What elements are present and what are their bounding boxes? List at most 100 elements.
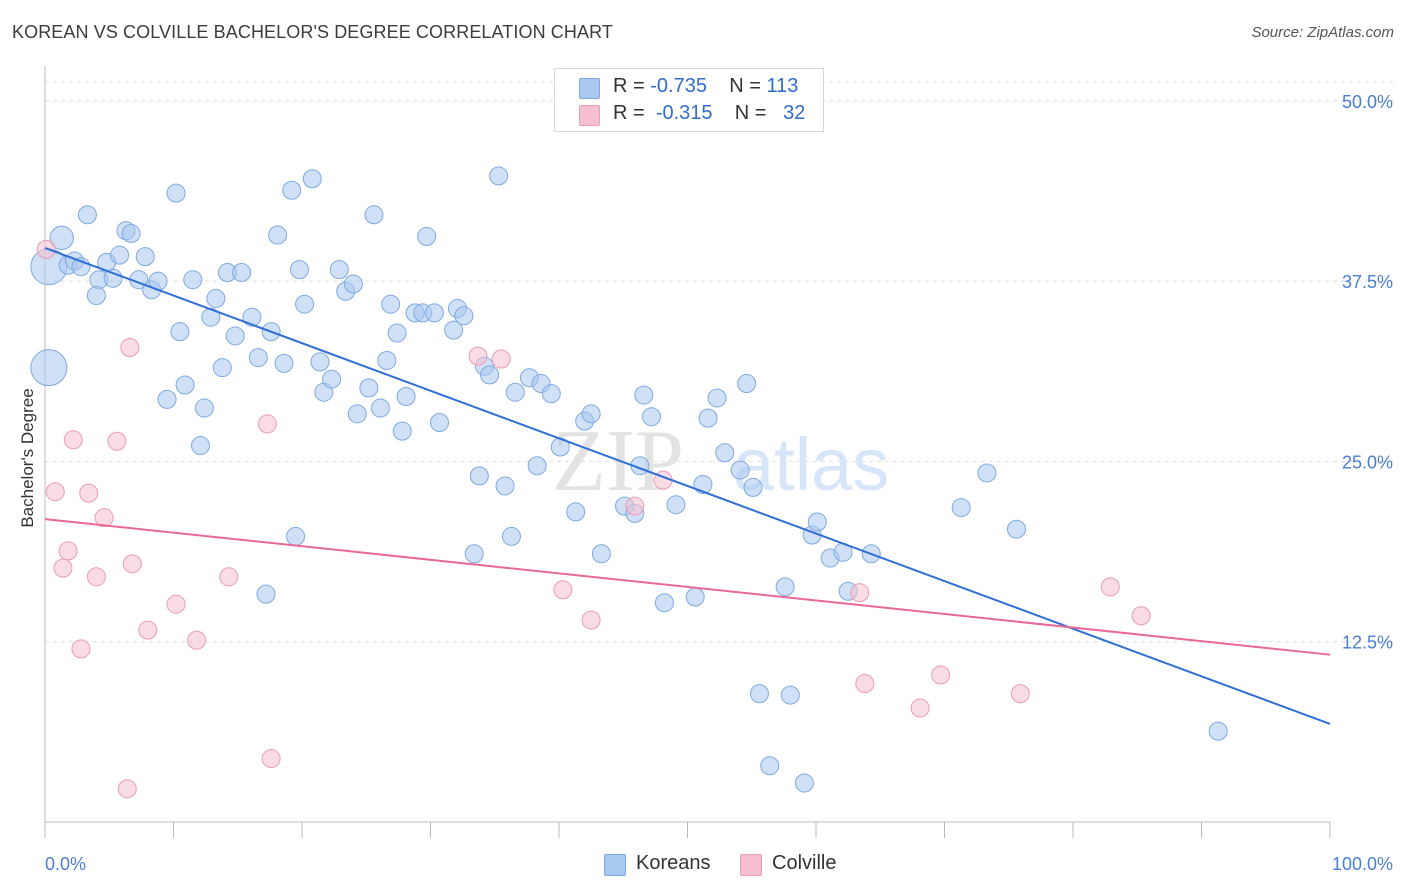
koreans-swatch bbox=[579, 78, 600, 99]
koreans-point bbox=[322, 369, 342, 389]
koreans-point bbox=[212, 358, 232, 378]
legend-n-label: N = bbox=[729, 75, 761, 97]
legend-n-value-colville: 32 bbox=[783, 102, 806, 124]
koreans-point bbox=[194, 398, 214, 418]
gridlines bbox=[45, 81, 1394, 643]
trend-lines bbox=[44, 247, 1331, 725]
koreans-point bbox=[417, 226, 437, 246]
colville-point bbox=[931, 665, 951, 685]
koreans-point bbox=[505, 382, 525, 402]
koreans-point bbox=[103, 268, 123, 288]
colville-point bbox=[86, 567, 106, 587]
koreans-point bbox=[581, 404, 601, 424]
colville-point bbox=[491, 349, 511, 369]
koreans-point bbox=[302, 169, 322, 189]
colville-point bbox=[855, 674, 875, 694]
legend-n-value-koreans: 113 bbox=[766, 75, 799, 97]
koreans-point bbox=[377, 350, 397, 370]
koreans-point bbox=[807, 512, 827, 532]
colville-point bbox=[63, 430, 83, 450]
colville-point bbox=[261, 749, 281, 769]
colville-legend-label: Colville bbox=[772, 852, 837, 874]
colville-point bbox=[94, 508, 114, 528]
watermark-zip: ZIP bbox=[552, 413, 684, 510]
x-tick-label-max: 100.0% bbox=[1332, 854, 1393, 874]
koreans-point bbox=[654, 593, 674, 613]
koreans-point bbox=[387, 323, 407, 343]
koreans-point bbox=[743, 477, 763, 497]
colville-points bbox=[36, 239, 1151, 799]
koreans-point bbox=[370, 398, 390, 418]
koreans-point bbox=[775, 577, 795, 597]
colville-swatch bbox=[579, 105, 600, 126]
colville-point bbox=[1131, 606, 1151, 626]
chart-title: KOREAN VS COLVILLE BACHELOR'S DEGREE COR… bbox=[12, 22, 613, 42]
colville-point bbox=[45, 482, 65, 502]
koreans-point bbox=[329, 260, 349, 280]
source-label: Source: ZipAtlas.com bbox=[1251, 24, 1394, 41]
colville-point bbox=[1100, 577, 1120, 597]
koreans-point bbox=[715, 443, 735, 463]
legend-r-label: R = bbox=[613, 75, 645, 97]
koreans-point bbox=[541, 384, 561, 404]
colville-point bbox=[553, 580, 573, 600]
correlation-legend: R = -0.735 N = 113 R = -0.315 N = 32 bbox=[554, 68, 824, 132]
koreans-point bbox=[501, 526, 521, 546]
koreans-point bbox=[698, 408, 718, 428]
y-tick-label: 37.5% bbox=[1342, 272, 1393, 292]
koreans-point bbox=[359, 378, 379, 398]
koreans-point bbox=[274, 353, 294, 373]
koreans-point bbox=[469, 466, 489, 486]
colville-point bbox=[850, 583, 870, 603]
koreans-point bbox=[242, 307, 262, 327]
x-tick-label-min: 0.0% bbox=[45, 854, 86, 874]
legend-r-value-colville: -0.315 bbox=[655, 102, 713, 124]
koreans-point bbox=[289, 260, 309, 280]
koreans-point bbox=[286, 526, 306, 546]
koreans-point bbox=[347, 404, 367, 424]
colville-point bbox=[53, 558, 73, 578]
colville-point bbox=[468, 346, 488, 366]
koreans-point bbox=[110, 245, 130, 265]
koreans-point bbox=[49, 225, 74, 251]
colville-point bbox=[219, 567, 239, 587]
y-tick-label: 12.5% bbox=[1342, 633, 1393, 653]
koreans-point bbox=[424, 303, 444, 323]
colville-point bbox=[138, 620, 158, 640]
koreans-trend-line bbox=[44, 247, 1331, 725]
koreans-point bbox=[248, 348, 268, 368]
koreans-point bbox=[343, 274, 363, 294]
koreans-point bbox=[527, 456, 547, 476]
tick-labels: 12.5% 25.0% 37.5% 50.0% 0.0% 100.0% bbox=[45, 92, 1393, 874]
koreans-legend-swatch bbox=[604, 854, 626, 876]
koreans-point bbox=[268, 225, 288, 245]
koreans-point bbox=[392, 421, 412, 441]
colville-point bbox=[122, 554, 142, 574]
koreans-point bbox=[634, 385, 654, 405]
y-tick-label: 50.0% bbox=[1342, 92, 1393, 112]
koreans-point bbox=[760, 756, 780, 776]
koreans-point bbox=[1006, 519, 1026, 539]
colville-point bbox=[257, 414, 277, 434]
koreans-point bbox=[444, 320, 464, 340]
koreans-point bbox=[310, 352, 330, 372]
koreans-point bbox=[737, 374, 757, 394]
koreans-point bbox=[591, 544, 611, 564]
koreans-point bbox=[429, 412, 449, 432]
koreans-point bbox=[170, 322, 190, 342]
koreans-point bbox=[480, 365, 500, 385]
colville-point bbox=[120, 337, 140, 357]
koreans-point bbox=[685, 587, 705, 607]
koreans-point bbox=[951, 498, 971, 518]
koreans-point bbox=[749, 684, 769, 704]
colville-point bbox=[910, 698, 930, 718]
koreans-point bbox=[396, 387, 416, 407]
koreans-point bbox=[295, 294, 315, 314]
koreans-point bbox=[977, 463, 997, 483]
colville-point bbox=[117, 779, 137, 799]
koreans-legend-label: Koreans bbox=[636, 852, 711, 874]
legend-r-label: R = bbox=[613, 102, 645, 124]
koreans-point bbox=[489, 166, 509, 186]
colville-point bbox=[1010, 684, 1030, 704]
